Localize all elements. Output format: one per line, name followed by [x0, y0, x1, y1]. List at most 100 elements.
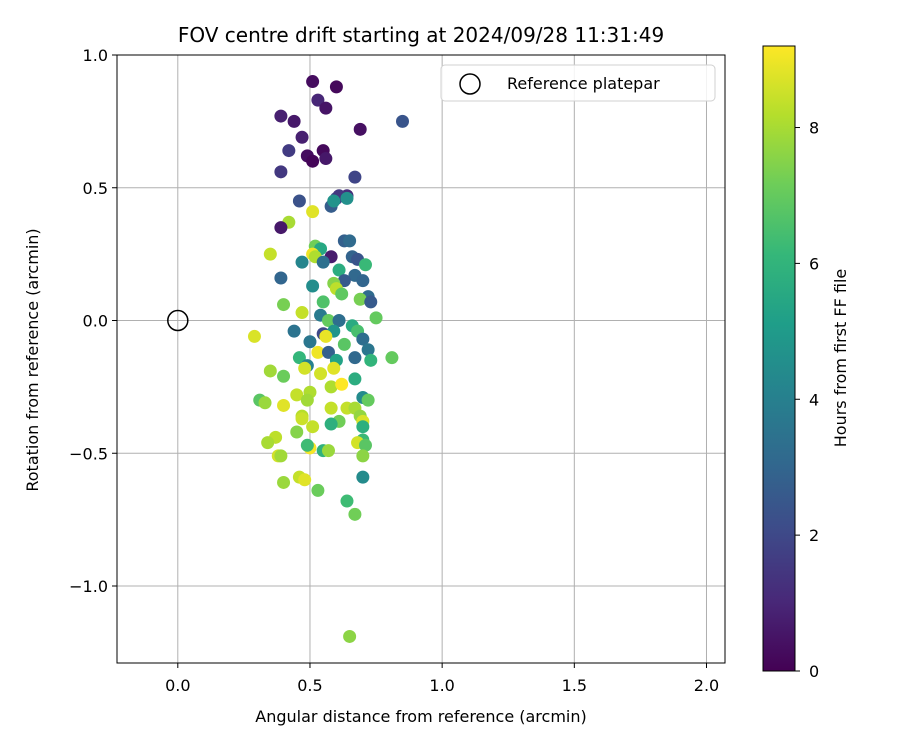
y-tick-label: −0.5 [69, 444, 108, 463]
x-tick-label: 0.0 [165, 676, 190, 695]
data-point [306, 75, 320, 89]
y-tick-label: 1.0 [83, 46, 108, 65]
data-point [306, 205, 320, 219]
data-point [348, 507, 362, 521]
data-point [274, 109, 288, 123]
data-point [290, 388, 304, 402]
data-point [358, 258, 372, 272]
data-point [277, 398, 291, 412]
data-point [356, 470, 370, 484]
data-point [298, 361, 312, 375]
data-point [324, 401, 338, 415]
data-point [337, 337, 351, 351]
data-point [277, 298, 291, 312]
reference-marker-group [167, 309, 189, 332]
data-point [353, 122, 367, 136]
chart-title: FOV centre drift starting at 2024/09/28 … [178, 23, 664, 47]
data-point [295, 130, 309, 144]
data-point [306, 279, 320, 293]
data-point [332, 263, 346, 277]
data-point [348, 351, 362, 365]
data-point [353, 292, 367, 306]
data-point [327, 361, 341, 375]
data-point [263, 247, 277, 261]
data-point [343, 234, 357, 248]
data-point [311, 483, 325, 497]
data-point [247, 329, 261, 343]
data-point [319, 152, 333, 166]
data-point [335, 287, 349, 301]
data-point [361, 393, 375, 407]
colorbar-tick-label: 4 [809, 390, 819, 409]
reference-marker [167, 309, 189, 332]
data-point [274, 165, 288, 179]
legend-box [440, 64, 716, 102]
data-point [364, 353, 378, 367]
y-tick-label: 0.0 [83, 312, 108, 331]
data-point [274, 449, 288, 463]
colorbar-tick-label: 2 [809, 526, 819, 545]
data-point [316, 295, 330, 309]
colorbar: 0 2 4 6 8 Hours from first FF file [762, 45, 850, 681]
data-point [356, 332, 370, 346]
data-point [364, 295, 378, 309]
legend: Reference platepar [440, 64, 716, 102]
y-tick-label: 0.5 [83, 179, 108, 198]
data-point [311, 345, 325, 359]
legend-marker-reference [459, 73, 481, 95]
data-point [348, 372, 362, 386]
x-axis-label: Angular distance from reference (arcmin) [255, 707, 586, 726]
data-point [306, 154, 320, 168]
data-point [277, 369, 291, 383]
data-point [261, 436, 275, 450]
colorbar-label: Hours from first FF file [831, 269, 850, 448]
data-point [295, 412, 309, 426]
data-point [321, 444, 335, 458]
x-tick-label: 1.5 [562, 676, 587, 695]
axes: 0.0 0.5 1.0 1.5 2.0 1.0 0.5 0.0 −0.5 −1.0 [69, 46, 726, 695]
data-point [290, 425, 304, 439]
data-point [277, 475, 291, 489]
data-point [321, 345, 335, 359]
data-point [343, 629, 357, 643]
colorbar-tick-label: 8 [809, 119, 819, 138]
data-point [295, 306, 309, 320]
data-point [282, 144, 296, 158]
data-point [324, 417, 338, 431]
legend-label-reference: Reference platepar [507, 74, 660, 93]
data-point [395, 114, 409, 128]
data-point [356, 274, 370, 288]
data-point [263, 364, 277, 378]
data-points [247, 75, 409, 643]
data-point [361, 343, 375, 357]
data-point [340, 191, 354, 205]
data-point [300, 438, 314, 452]
data-point [337, 274, 351, 288]
y-tick-label: −1.0 [69, 577, 108, 596]
x-tick-label: 1.0 [429, 676, 454, 695]
data-point [369, 311, 383, 325]
data-point [329, 80, 343, 94]
data-point [319, 329, 333, 343]
data-point [292, 194, 306, 208]
data-point [316, 255, 330, 269]
data-point [298, 473, 312, 487]
x-tick-label: 2.0 [694, 676, 719, 695]
colorbar-tick-label: 0 [809, 662, 819, 681]
data-point [295, 255, 309, 269]
data-point [306, 420, 320, 434]
data-point [385, 351, 399, 365]
data-point [292, 351, 306, 365]
data-point [327, 194, 341, 208]
data-point [348, 170, 362, 184]
data-point [258, 396, 272, 410]
axes-frame [116, 54, 726, 664]
data-point [274, 271, 288, 285]
data-point [340, 494, 354, 508]
data-point [303, 335, 317, 349]
data-point [356, 420, 370, 434]
data-point [335, 377, 349, 391]
data-point [287, 324, 301, 338]
data-point [319, 101, 333, 115]
